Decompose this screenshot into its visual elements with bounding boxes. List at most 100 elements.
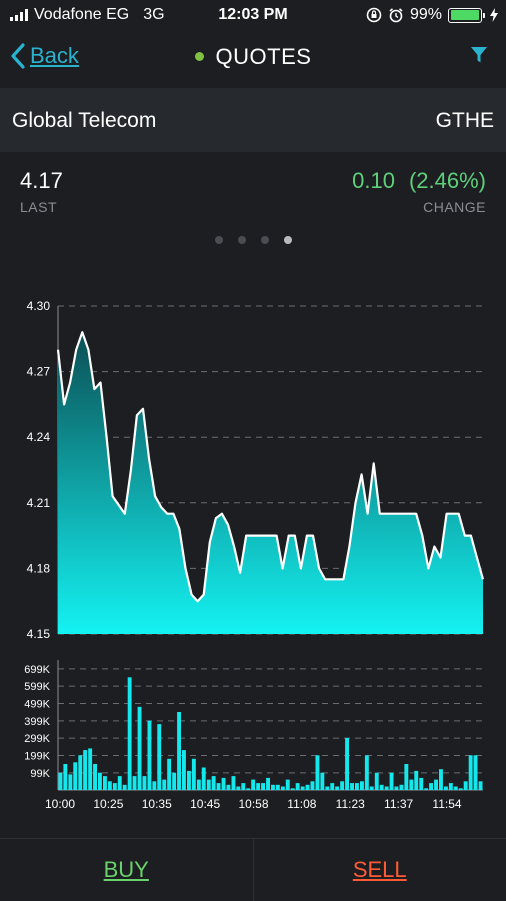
volume-bar <box>182 750 186 790</box>
volume-tick-label: 599K <box>24 681 50 693</box>
volume-bar <box>424 788 428 790</box>
volume-bar <box>256 783 260 790</box>
volume-bar <box>78 755 82 790</box>
time-tick-label: 10:25 <box>93 797 123 811</box>
time-tick-label: 10:58 <box>238 797 268 811</box>
volume-tick-label: 99K <box>30 768 50 780</box>
volume-bar <box>187 771 191 790</box>
time-tick-label: 11:23 <box>336 797 365 811</box>
volume-bar <box>118 776 122 790</box>
volume-bar <box>345 738 349 790</box>
volume-bar <box>340 781 344 790</box>
volume-bar <box>464 781 468 790</box>
volume-bar <box>128 677 132 790</box>
volume-bar <box>172 773 176 790</box>
volume-tick-label: 699K <box>24 664 50 676</box>
volume-bar <box>261 783 265 790</box>
volume-bar <box>419 778 423 790</box>
volume-bar <box>251 780 255 790</box>
price-area-fill <box>58 332 483 634</box>
volume-bar <box>414 771 418 790</box>
volume-tick-label: 199K <box>24 751 50 763</box>
price-tick-label: 4.30 <box>27 299 51 313</box>
volume-bar <box>306 785 310 790</box>
volume-bar <box>133 776 137 790</box>
volume-bar <box>296 783 300 790</box>
buy-button[interactable]: BUY <box>0 839 254 901</box>
volume-bar <box>192 759 196 790</box>
volume-bar <box>63 764 67 790</box>
volume-bar <box>232 776 236 790</box>
time-tick-label: 10:35 <box>142 797 172 811</box>
volume-bar <box>365 755 369 790</box>
volume-bar <box>68 774 72 790</box>
bottom-action-bar: BUY SELL <box>0 838 506 901</box>
volume-bar <box>350 783 354 790</box>
volume-bar <box>311 781 315 790</box>
volume-bar <box>400 785 404 790</box>
time-tick-label: 10:00 <box>45 797 75 811</box>
volume-bar <box>370 787 374 791</box>
volume-chart-grid <box>58 660 483 790</box>
time-tick-label: 11:08 <box>287 797 316 811</box>
time-tick-label: 11:54 <box>432 797 461 811</box>
price-tick-label: 4.27 <box>27 365 51 379</box>
volume-bar <box>167 759 171 790</box>
volume-bar <box>474 755 478 790</box>
volume-bar <box>202 768 206 791</box>
volume-bar <box>385 787 389 791</box>
volume-bar <box>241 783 245 790</box>
volume-bar <box>246 788 250 790</box>
volume-bar <box>301 787 305 791</box>
price-tick-label: 4.21 <box>27 496 51 510</box>
volume-bar <box>212 776 216 790</box>
volume-bar <box>449 783 453 790</box>
volume-bar <box>157 724 161 790</box>
volume-bar <box>325 787 329 791</box>
volume-bar <box>266 778 270 790</box>
volume-bar <box>217 783 221 790</box>
volume-bar <box>148 721 152 790</box>
volume-bar <box>316 755 320 790</box>
volume-bar <box>113 783 117 790</box>
volume-bar <box>152 781 156 790</box>
volume-bar <box>479 781 483 790</box>
volume-bar <box>454 787 458 791</box>
volume-bar <box>222 778 226 790</box>
price-tick-label: 4.18 <box>27 561 51 575</box>
price-area-chart <box>58 332 483 634</box>
sell-button[interactable]: SELL <box>254 839 506 901</box>
volume-bar <box>434 780 438 790</box>
volume-bar <box>459 788 463 790</box>
volume-bar <box>162 780 166 790</box>
volume-bar <box>469 755 473 790</box>
volume-bar <box>83 750 87 790</box>
volume-bar <box>88 748 92 790</box>
volume-bar <box>207 780 211 790</box>
time-tick-label: 10:45 <box>190 797 220 811</box>
volume-bar <box>360 781 364 790</box>
volume-bar <box>281 787 285 791</box>
volume-bar <box>98 773 102 790</box>
time-tick-label: 11:37 <box>384 797 413 811</box>
volume-bar <box>108 781 112 790</box>
volume-bar <box>330 783 334 790</box>
volume-bar <box>138 707 142 790</box>
volume-bar <box>320 773 324 790</box>
volume-bar <box>429 783 433 790</box>
volume-bar <box>444 787 448 791</box>
volume-bar <box>59 773 63 790</box>
volume-bar <box>355 783 359 790</box>
price-axis-labels: 4.304.274.244.214.184.15 <box>27 299 51 641</box>
volume-bar <box>197 780 201 790</box>
volume-bar <box>103 776 107 790</box>
volume-bar <box>271 785 275 790</box>
volume-bar <box>335 787 339 791</box>
volume-bar <box>375 773 379 790</box>
volume-bar <box>439 769 443 790</box>
volume-bar <box>404 764 408 790</box>
price-tick-label: 4.24 <box>27 430 51 444</box>
volume-tick-label: 299K <box>24 733 50 745</box>
volume-bar <box>409 780 413 790</box>
volume-bar <box>227 785 231 790</box>
